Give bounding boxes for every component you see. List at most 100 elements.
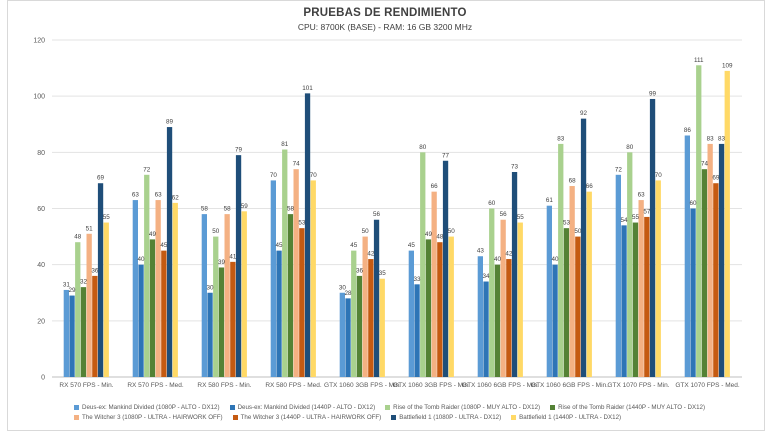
data-label: 81 (281, 141, 289, 148)
data-label: 83 (557, 135, 565, 142)
bar (368, 259, 374, 377)
bar (701, 169, 708, 377)
bar (718, 143, 725, 377)
data-label: 70 (310, 172, 318, 179)
data-label: 61 (546, 197, 554, 204)
bar (373, 219, 380, 377)
bar (351, 250, 357, 377)
bar (103, 222, 109, 377)
legend: Deus-ex: Mankind Divided (1080P - ALTO -… (74, 404, 734, 421)
data-label: 50 (362, 228, 370, 235)
bar (431, 191, 437, 377)
bar (724, 70, 730, 378)
bar (172, 202, 178, 377)
bar (310, 180, 316, 377)
bar (224, 214, 230, 377)
bar (684, 135, 690, 377)
legend-swatch (74, 415, 79, 420)
bar (506, 259, 512, 377)
bar (489, 208, 495, 377)
bar (293, 169, 299, 377)
bar (138, 264, 144, 377)
legend-label: The Witcher 3 (1080P - ULTRA - HAIRWORK … (82, 414, 223, 421)
legend-label: Deus-ex: Mankind Divided (1440P - ALTO -… (237, 404, 376, 411)
legend-swatch (385, 405, 391, 410)
x-tick-label: GTX 1060 6GB FPS - Min. (462, 382, 539, 389)
bar (356, 275, 363, 377)
legend-swatch (391, 415, 397, 420)
bar (132, 200, 138, 377)
data-label: 63 (155, 192, 163, 199)
data-label: 63 (132, 192, 140, 199)
bar (655, 180, 661, 377)
bar (379, 278, 385, 377)
x-tick-label: GTX 1060 3GB FPS - Min. (393, 382, 470, 389)
bar (494, 264, 501, 377)
legend-item: Rise of the Tomb Raider (1080P - MUY ALT… (385, 404, 540, 411)
bar (586, 191, 592, 377)
bar (442, 160, 449, 377)
data-label: 49 (149, 231, 157, 238)
bar (230, 261, 236, 377)
data-label: 51 (86, 225, 94, 232)
legend-label: Battlefield 1 (1440P - ULTRA - DX12) (519, 414, 622, 421)
data-label: 40 (494, 256, 502, 263)
data-label: 63 (638, 192, 646, 199)
bar (649, 98, 656, 377)
data-label: 79 (235, 147, 243, 154)
data-label: 101 (302, 85, 313, 92)
data-label: 48 (436, 234, 444, 241)
data-label: 83 (707, 135, 715, 142)
x-axis: RX 570 FPS - Min. RX 570 FPS - Med. RX 580… (59, 382, 739, 389)
bar (500, 219, 506, 377)
bar (627, 152, 633, 377)
data-label: 69 (97, 175, 105, 182)
y-tick-label: 40 (37, 262, 45, 269)
bar (707, 143, 713, 377)
legend-swatch (74, 405, 79, 410)
data-label: 92 (580, 110, 588, 117)
y-tick-label: 60 (37, 206, 45, 213)
x-tick-label: RX 580 FPS - Min. (197, 382, 251, 389)
bar (420, 152, 426, 377)
data-label: 36 (356, 267, 364, 274)
data-label: 31 (63, 281, 71, 288)
data-label: 74 (293, 161, 301, 168)
data-label: 66 (586, 183, 594, 190)
bar (149, 239, 156, 377)
bar (408, 250, 414, 377)
data-label: 50 (212, 228, 220, 235)
bar (477, 256, 483, 377)
bar (638, 200, 644, 377)
data-label: 45 (408, 242, 416, 249)
bar (287, 214, 294, 377)
data-label: 34 (483, 273, 491, 280)
data-label: 35 (379, 270, 387, 277)
bar (270, 180, 276, 377)
legend-label: Rise of the Tomb Raider (1440P - MUY ALT… (558, 404, 706, 411)
bar (552, 264, 558, 377)
data-label: 30 (339, 284, 347, 291)
bar (155, 200, 161, 377)
bars (63, 65, 730, 378)
bar (86, 233, 92, 377)
y-axis: 0 20 40 60 80 100 120 (33, 38, 45, 382)
bar (166, 127, 173, 377)
bar (75, 242, 81, 377)
bar (218, 267, 225, 377)
bar (713, 183, 719, 377)
bar (644, 216, 650, 377)
bar (235, 155, 242, 377)
data-label: 30 (207, 284, 215, 291)
data-label: 53 (298, 220, 306, 227)
bar (80, 287, 87, 377)
bar (282, 149, 288, 377)
y-tick-label: 80 (37, 150, 45, 157)
data-label: 83 (718, 135, 726, 142)
data-label: 89 (166, 119, 174, 126)
data-label: 29 (69, 287, 77, 294)
data-label: 56 (373, 211, 381, 218)
data-label: 70 (270, 172, 278, 179)
data-label: 43 (477, 248, 485, 255)
